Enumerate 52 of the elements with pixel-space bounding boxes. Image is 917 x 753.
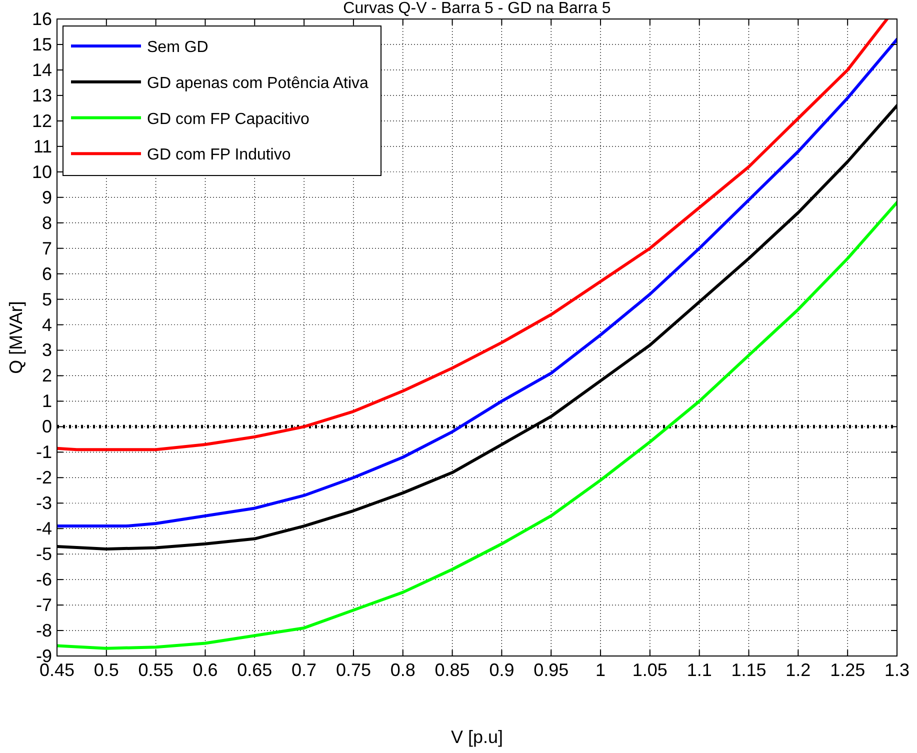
- x-tick-label: 1.05: [632, 660, 668, 680]
- y-tick-label: 11: [33, 136, 52, 156]
- y-tick-label: 0: [42, 416, 52, 437]
- line-series: [57, 19, 889, 452]
- x-tick-label: 0.55: [138, 660, 174, 680]
- y-tick-label: 15: [32, 34, 52, 54]
- x-tick-label: 0.6: [192, 660, 218, 680]
- legend-label: GD com FP Indutivo: [147, 146, 291, 164]
- y-axis-title: Q [MVAr]: [6, 301, 26, 374]
- y-tick-label: -4: [36, 518, 52, 539]
- y-tick-label: 2: [42, 366, 52, 386]
- y-tick-label: -5: [36, 544, 52, 564]
- y-tick-label: 3: [42, 340, 52, 360]
- x-tick-label: 1.1: [686, 660, 712, 680]
- y-tick-label: -2: [36, 468, 52, 488]
- x-tick-label: 1.2: [786, 660, 811, 680]
- y-tick-label: -7: [36, 595, 52, 616]
- y-tick-label: 7: [42, 238, 52, 258]
- x-tick-label: 1.25: [830, 660, 866, 680]
- legend-label: GD com FP Capacitivo: [147, 110, 310, 128]
- x-tick-label: 1: [596, 660, 606, 680]
- x-tick-label: 1.15: [731, 660, 766, 680]
- chart-title: Curvas Q-V - Barra 5 - GD na Barra 5: [343, 0, 611, 17]
- y-tick-label: 9: [42, 187, 52, 208]
- y-tick-label: 16: [32, 9, 52, 29]
- x-tick-label: 0.5: [94, 660, 119, 680]
- x-tick-label: 0.8: [390, 660, 416, 680]
- x-tick-label: 0.9: [489, 660, 514, 680]
- legend-label: Sem GD: [147, 39, 208, 56]
- x-axis-title: V [p.u]: [450, 727, 504, 747]
- y-tick-label: 5: [42, 289, 52, 310]
- y-tick-label: -1: [36, 442, 52, 462]
- x-tick-label: 0.85: [434, 660, 470, 680]
- y-tick-label: 6: [42, 264, 52, 284]
- y-tick-label: 10: [32, 162, 52, 182]
- x-tick-label: 1.3: [884, 660, 910, 680]
- y-tick-label: 1: [42, 391, 52, 412]
- y-tick-label: -6: [36, 570, 52, 590]
- y-tick-label: 12: [32, 110, 52, 131]
- x-tick-label: 0.75: [336, 660, 371, 680]
- x-tick-label: 0.7: [292, 660, 317, 680]
- y-tick-label: 4: [42, 314, 52, 335]
- y-tick-label: -3: [36, 493, 52, 514]
- x-tick-label: 0.65: [237, 660, 272, 680]
- y-tick-label: 13: [32, 85, 52, 106]
- y-tick-label: 14: [32, 60, 52, 80]
- y-tick-label: 8: [42, 212, 52, 233]
- line-series: [57, 38, 897, 528]
- legend-label: GD apenas com Potência Ativa: [147, 74, 369, 92]
- x-tick-label: 0.95: [534, 660, 569, 680]
- y-tick-label: -8: [36, 620, 52, 641]
- line-series: [57, 200, 897, 650]
